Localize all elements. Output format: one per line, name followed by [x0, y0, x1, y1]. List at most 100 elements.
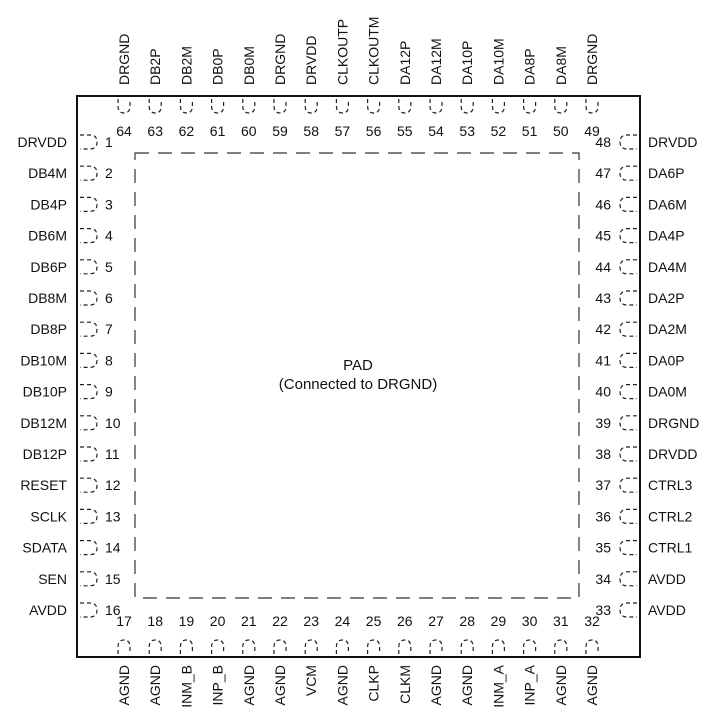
pin-name-right: DA2P: [648, 290, 685, 306]
pin-name-bottom: INP_A: [522, 664, 538, 705]
pin-number-top: 54: [428, 123, 444, 139]
pin-pad-right: [619, 571, 637, 587]
pin-number-left: 5: [105, 259, 113, 275]
pin-number-left: 4: [105, 228, 113, 244]
pin-number-bottom: 27: [428, 613, 444, 629]
pin-name-bottom: VCM: [303, 665, 319, 696]
pin-pad-bottom: [491, 639, 505, 654]
pin-number-right: 41: [595, 352, 611, 368]
pin-pad-bottom: [242, 639, 256, 654]
pin-name-left: SDATA: [22, 540, 67, 556]
pin-number-bottom: 17: [116, 613, 132, 629]
pin-number-bottom: 22: [272, 613, 288, 629]
pin-pad-right: [619, 477, 637, 493]
pin-number-top: 56: [366, 123, 382, 139]
pin-number-left: 16: [105, 602, 121, 618]
pin-pad-left: [80, 571, 98, 587]
pin-pad-top: [460, 99, 474, 114]
pin-pad-right: [619, 290, 637, 306]
pin-name-top: DB0P: [210, 48, 226, 85]
pin-number-left: 2: [105, 165, 113, 181]
pin-name-right: AVDD: [648, 602, 686, 618]
pin-number-bottom: 31: [553, 613, 569, 629]
pin-pad-right: [619, 196, 637, 212]
pin-name-right: DA0M: [648, 384, 687, 400]
pin-name-bottom: AGND: [116, 665, 132, 705]
pin-name-right: DA0P: [648, 352, 685, 368]
pin-number-top: 55: [397, 123, 413, 139]
pin-pad-right: [619, 228, 637, 244]
pin-pad-right: [619, 384, 637, 400]
pin-name-top: DA10P: [459, 41, 475, 85]
pin-pad-top: [335, 99, 349, 114]
pin-number-bottom: 30: [522, 613, 538, 629]
pin-number-right: 45: [595, 228, 611, 244]
pin-number-right: 37: [595, 477, 611, 493]
pin-name-right: CTRL3: [648, 477, 693, 493]
pin-number-bottom: 24: [335, 613, 351, 629]
pin-pad-bottom: [523, 639, 537, 654]
pad-title: PAD: [343, 357, 373, 374]
pin-number-top: 61: [210, 123, 226, 139]
pin-name-bottom: CLKP: [366, 665, 382, 702]
pin-name-left: DB8M: [28, 290, 67, 306]
pin-number-left: 12: [105, 477, 121, 493]
pin-name-top: DB2P: [147, 48, 163, 85]
pin-name-top: CLKOUTM: [366, 17, 382, 85]
pin-name-bottom: AGND: [428, 665, 444, 705]
pin-pad-right: [619, 134, 637, 150]
pin-pad-left: [80, 321, 98, 337]
pin-pad-left: [80, 415, 98, 431]
pin-pad-left: [80, 446, 98, 462]
pad-subtitle: (Connected to DRGND): [279, 376, 437, 393]
pin-number-bottom: 26: [397, 613, 413, 629]
pin-pad-left: [80, 134, 98, 150]
pin-name-left: DB10P: [23, 384, 67, 400]
pin-name-left: DB4M: [28, 165, 67, 181]
pin-pad-bottom: [585, 639, 599, 654]
pin-number-top: 59: [272, 123, 288, 139]
pin-pad-bottom: [179, 639, 193, 654]
pin-pad-right: [619, 321, 637, 337]
pin-name-left: RESET: [20, 477, 67, 493]
pin-pad-top: [429, 99, 443, 114]
pin-number-top: 60: [241, 123, 257, 139]
pin-number-right: 46: [595, 196, 611, 212]
pin-pad-left: [80, 540, 98, 556]
pin-name-top: DRGND: [272, 34, 288, 85]
pin-pad-top: [554, 99, 568, 114]
pin-name-top: DRGND: [116, 34, 132, 85]
pin-name-bottom: AGND: [272, 665, 288, 705]
pin-name-right: DA2M: [648, 321, 687, 337]
pin-pad-top: [304, 99, 318, 114]
pin-name-left: DRVDD: [17, 134, 67, 150]
pin-pad-right: [619, 508, 637, 524]
pin-number-left: 13: [105, 508, 121, 524]
pin-number-top: 50: [553, 123, 569, 139]
pin-name-right: DRGND: [648, 415, 699, 431]
pin-number-left: 7: [105, 321, 113, 337]
pin-pad-top: [179, 99, 193, 114]
pin-number-top: 58: [303, 123, 319, 139]
pin-pad-bottom: [117, 639, 131, 654]
pin-number-top: 49: [584, 123, 600, 139]
pin-name-left: DB4P: [30, 196, 67, 212]
pin-pad-left: [80, 196, 98, 212]
pin-pad-top: [148, 99, 162, 114]
pin-number-top: 62: [179, 123, 195, 139]
pin-pad-top: [117, 99, 131, 114]
pin-name-bottom: AGND: [147, 665, 163, 705]
pin-name-top: CLKOUTP: [334, 19, 350, 85]
pin-name-bottom: AGND: [584, 665, 600, 705]
pin-number-left: 14: [105, 540, 121, 556]
pin-name-left: AVDD: [29, 602, 67, 618]
pin-number-right: 47: [595, 165, 611, 181]
pin-name-left: SCLK: [30, 508, 67, 524]
pin-name-top: DA10M: [490, 38, 506, 85]
exposed-pad-outline: [134, 152, 580, 599]
pin-pad-top: [367, 99, 381, 114]
pin-name-bottom: INM_B: [178, 665, 194, 708]
pin-number-bottom: 28: [459, 613, 475, 629]
pin-pad-left: [80, 290, 98, 306]
pin-pad-left: [80, 384, 98, 400]
